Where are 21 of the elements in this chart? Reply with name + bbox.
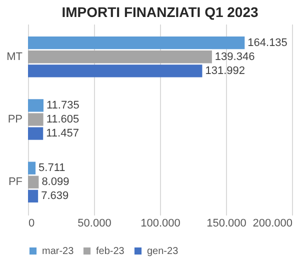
data-label: 7.639 [41,190,69,202]
data-label: 8.099 [42,176,70,188]
data-label: 164.135 [248,36,288,49]
x-tick-label: 50.000 [78,218,112,230]
chart-title: IMPORTI FINANZIATI Q1 2023 [62,4,258,20]
legend-label: mar-23 [42,246,74,257]
y-tick-label: MT [6,50,23,63]
data-label: 11.735 [46,99,80,112]
x-tick-label: 150.000 [206,218,246,230]
y-tick-label: PP [8,114,22,126]
x-tick-label: 200.000 [252,218,292,230]
data-label: 11.457 [46,128,79,140]
data-label: 11.605 [46,114,80,126]
x-tick-label: 0 [28,218,35,230]
data-label: 5.711 [38,162,66,174]
data-label: 131.992 [205,64,245,77]
y-tick-label: PF [8,176,23,188]
x-tick-label: 100.000 [140,218,180,230]
data-label: 139.346 [214,50,255,63]
legend-label: feb-23 [96,246,125,257]
legend-label: gen-23 [147,246,179,257]
